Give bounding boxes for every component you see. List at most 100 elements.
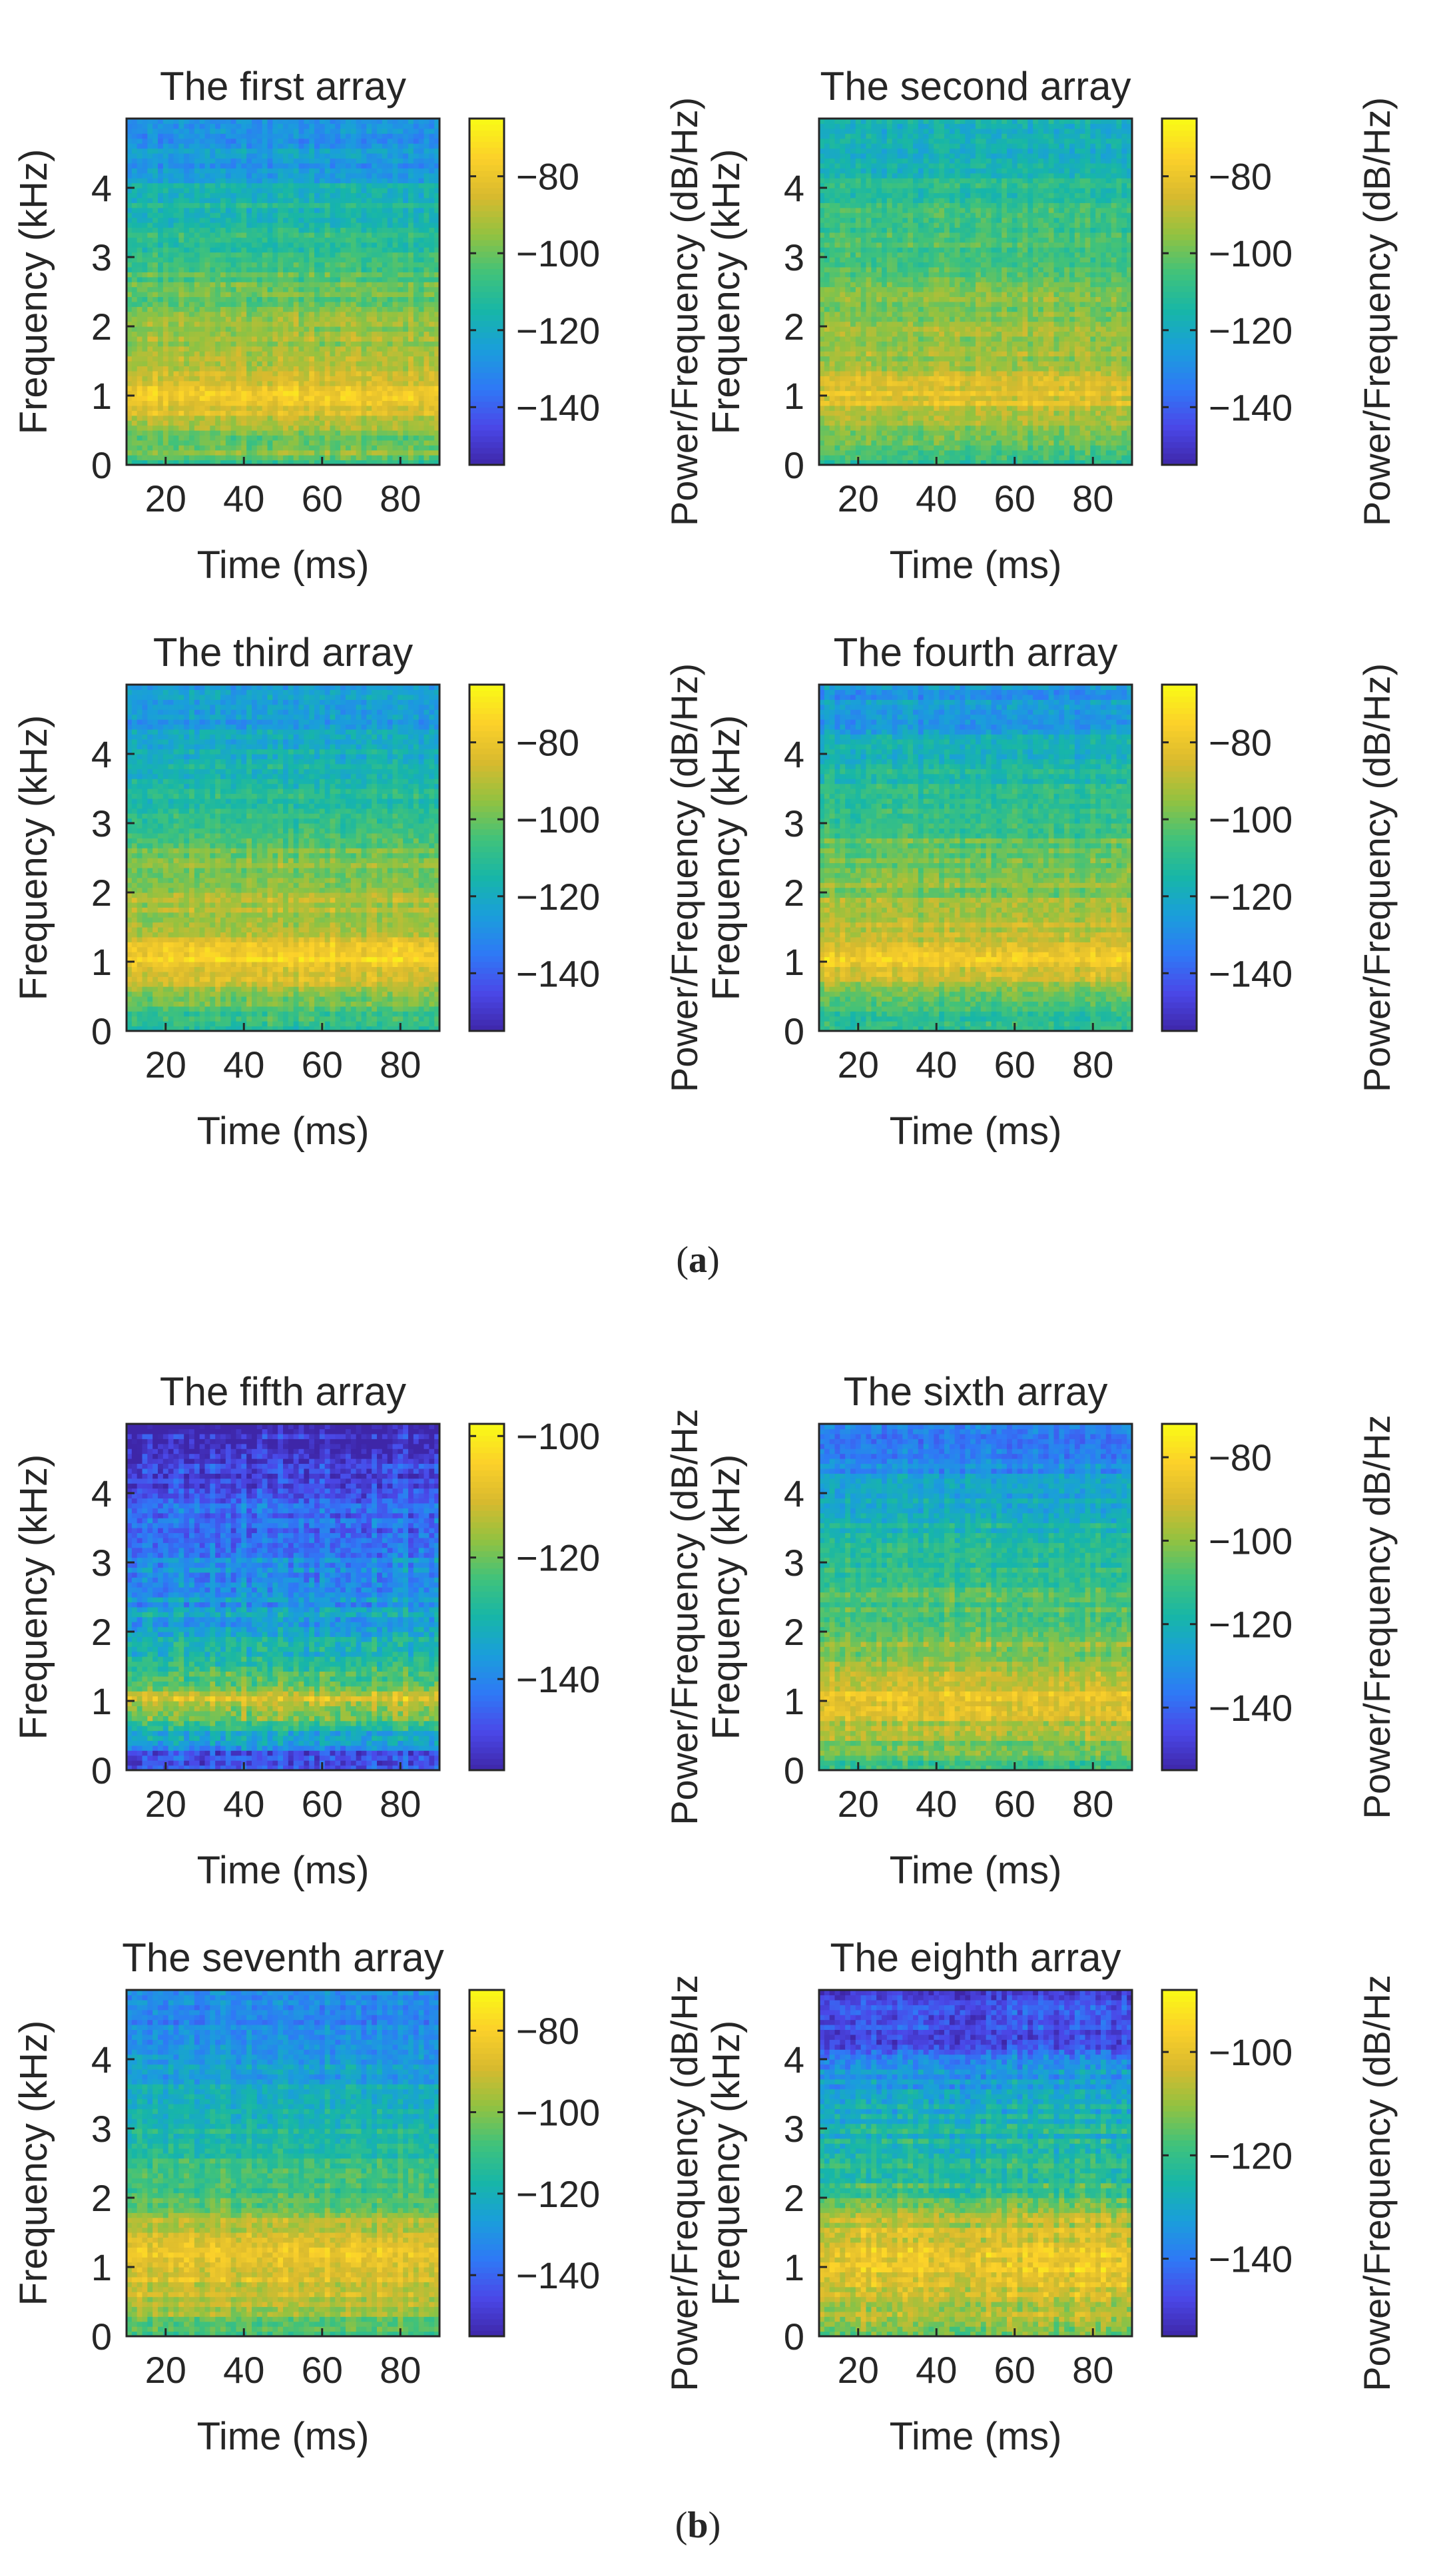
heatmap-cell: [132, 381, 137, 386]
heatmap-cell: [163, 445, 168, 450]
heatmap-cell: [200, 410, 205, 416]
heatmap-cell: [220, 450, 226, 456]
heatmap-cell: [152, 410, 158, 416]
heatmap-cell: [178, 396, 184, 401]
heatmap-cell: [330, 430, 336, 436]
heatmap-cell: [419, 391, 424, 396]
heatmap-cell: [294, 430, 299, 436]
heatmap-cell: [152, 381, 158, 386]
heatmap-cell: [178, 420, 184, 426]
heatmap-cell: [147, 406, 152, 411]
heatmap-cell: [325, 430, 330, 436]
heatmap-cell: [241, 435, 246, 440]
heatmap-cell: [320, 400, 325, 406]
heatmap-cell: [246, 396, 252, 401]
heatmap-cell: [366, 406, 372, 411]
heatmap-cell: [304, 445, 309, 450]
heatmap-cell: [288, 391, 294, 396]
heatmap-cell: [184, 430, 189, 436]
heatmap-cell: [137, 440, 143, 446]
heatmap-cell: [372, 420, 377, 426]
heatmap-cell: [158, 435, 163, 440]
heatmap-cell: [189, 426, 194, 431]
heatmap-cell: [403, 445, 408, 450]
heatmap-cell: [184, 440, 189, 446]
heatmap-cell: [309, 406, 314, 411]
heatmap-cell: [372, 450, 377, 456]
heatmap-cell: [200, 400, 205, 406]
heatmap-cell: [210, 450, 215, 456]
heatmap-cell: [241, 445, 246, 450]
heatmap-cell: [429, 445, 434, 450]
heatmap-cell: [351, 426, 356, 431]
heatmap-cell: [189, 440, 194, 446]
heatmap-cell: [340, 435, 346, 440]
heatmap-cell: [210, 445, 215, 450]
heatmap-cell: [143, 440, 148, 446]
heatmap-cell: [262, 455, 268, 460]
heatmap-cell: [178, 430, 184, 436]
heatmap-cell: [189, 391, 194, 396]
heatmap-cell: [362, 400, 367, 406]
heatmap-cell: [330, 440, 336, 446]
heatmap-cell: [147, 396, 152, 401]
heatmap-cell: [174, 416, 179, 421]
heatmap-cell: [304, 420, 309, 426]
heatmap-cell: [388, 426, 393, 431]
heatmap-cell: [283, 396, 288, 401]
heatmap-cell: [419, 410, 424, 416]
heatmap-cell: [168, 406, 174, 411]
heatmap-cell: [398, 445, 403, 450]
heatmap-cell: [205, 420, 210, 426]
heatmap-cell: [377, 445, 382, 450]
heatmap-cell: [215, 386, 220, 391]
heatmap-cell: [147, 450, 152, 456]
heatmap-cell: [189, 435, 194, 440]
heatmap-cell: [178, 400, 184, 406]
heatmap-cell: [147, 381, 152, 386]
heatmap-cell: [304, 435, 309, 440]
heatmap-cell: [184, 426, 189, 431]
heatmap-cell: [388, 400, 393, 406]
heatmap-cell: [356, 426, 362, 431]
heatmap-cell: [272, 426, 278, 431]
heatmap-cell: [268, 450, 273, 456]
heatmap-cell: [210, 396, 215, 401]
heatmap-cell: [294, 396, 299, 401]
heatmap-cell: [152, 430, 158, 436]
heatmap-cell: [143, 455, 148, 460]
heatmap-cell: [366, 435, 372, 440]
heatmap-cell: [184, 386, 189, 391]
heatmap-cell: [262, 416, 268, 421]
heatmap-cell: [362, 420, 367, 426]
heatmap-cell: [299, 430, 304, 436]
heatmap-cell: [231, 430, 236, 436]
heatmap-cell: [278, 440, 283, 446]
heatmap-cell: [330, 400, 336, 406]
heatmap-cell: [236, 455, 242, 460]
heatmap-cell: [231, 450, 236, 456]
heatmap-cell: [158, 400, 163, 406]
heatmap-cell: [356, 420, 362, 426]
heatmap-cell: [268, 410, 273, 416]
heatmap-cell: [294, 455, 299, 460]
heatmap-cell: [377, 416, 382, 421]
heatmap-cell: [419, 406, 424, 411]
heatmap-cell: [320, 450, 325, 456]
heatmap-cell: [424, 435, 430, 440]
heatmap-cell: [346, 396, 351, 401]
heatmap-cell: [304, 450, 309, 456]
heatmap-cell: [372, 440, 377, 446]
heatmap-cell: [309, 396, 314, 401]
heatmap-cell: [299, 410, 304, 416]
heatmap-cell: [398, 396, 403, 401]
heatmap-cell: [398, 391, 403, 396]
heatmap-cell: [314, 420, 320, 426]
heatmap-cell: [419, 450, 424, 456]
heatmap-cell: [205, 426, 210, 431]
heatmap-cell: [158, 450, 163, 456]
heatmap-cell: [246, 386, 252, 391]
heatmap-cell: [414, 386, 419, 391]
heatmap-cell: [377, 430, 382, 436]
heatmap-cell: [403, 400, 408, 406]
